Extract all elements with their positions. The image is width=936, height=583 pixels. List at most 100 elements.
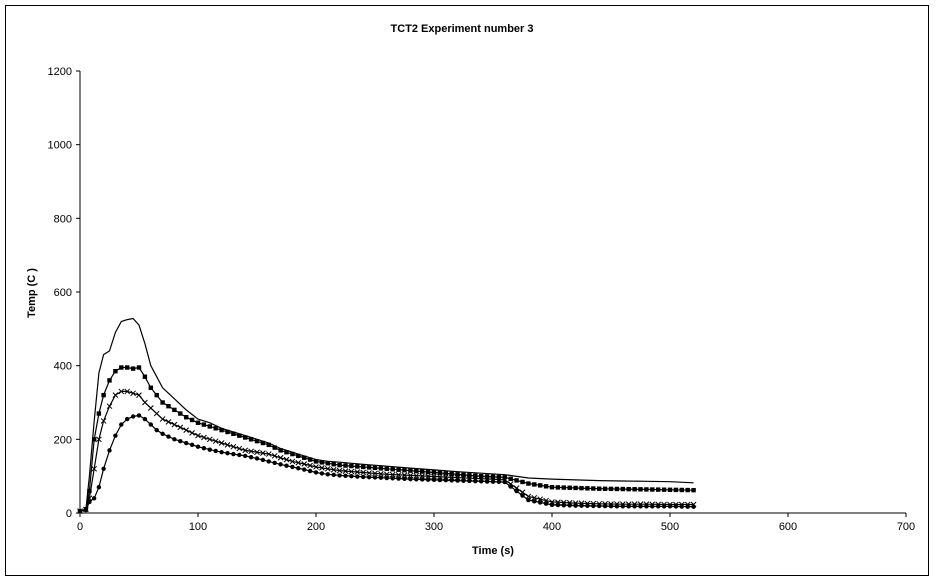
data-point xyxy=(555,485,561,490)
data-point xyxy=(443,478,448,483)
data-point xyxy=(396,467,401,472)
data-point xyxy=(171,421,178,428)
data-point xyxy=(378,466,384,471)
data-point xyxy=(83,507,89,513)
data-point xyxy=(608,486,614,492)
data-point xyxy=(290,464,295,470)
data-point xyxy=(212,438,219,445)
series-line xyxy=(79,317,694,512)
data-point xyxy=(632,504,637,509)
data-point xyxy=(526,497,531,503)
data-point xyxy=(543,501,549,506)
data-point xyxy=(296,466,301,471)
data-point xyxy=(644,504,649,509)
data-point xyxy=(96,436,102,443)
data-point xyxy=(591,503,596,509)
series-line xyxy=(79,390,694,512)
data-point xyxy=(77,508,83,514)
data-point xyxy=(526,481,531,486)
data-point xyxy=(679,504,684,509)
y-tick-label: 0 xyxy=(66,508,72,520)
data-point xyxy=(431,470,437,475)
data-point xyxy=(420,477,425,482)
data-point xyxy=(189,417,195,423)
data-point xyxy=(260,440,266,446)
data-point xyxy=(96,411,102,416)
data-point xyxy=(337,473,342,478)
data-point xyxy=(266,459,271,464)
data-point xyxy=(237,452,242,458)
data-point xyxy=(567,503,572,508)
data-point xyxy=(272,460,277,466)
data-point xyxy=(661,487,667,492)
data-point xyxy=(549,502,555,508)
data-point xyxy=(154,427,159,433)
data-point xyxy=(685,487,690,493)
data-point xyxy=(153,410,160,417)
data-point xyxy=(691,504,696,509)
data-point xyxy=(166,403,171,409)
data-point xyxy=(224,442,231,448)
data-point xyxy=(337,462,342,468)
data-point xyxy=(402,467,407,473)
data-point xyxy=(573,485,578,491)
data-point xyxy=(225,429,230,435)
data-point xyxy=(673,487,679,493)
x-axis-label: Time (s) xyxy=(472,545,514,557)
data-point xyxy=(378,471,384,477)
data-point xyxy=(473,478,478,484)
data-point xyxy=(284,463,289,468)
data-point xyxy=(620,486,625,492)
data-point xyxy=(531,494,538,501)
data-point xyxy=(142,416,148,422)
data-point xyxy=(260,457,266,463)
data-point xyxy=(401,472,408,479)
data-point xyxy=(301,461,308,467)
data-point xyxy=(130,366,136,371)
data-point xyxy=(490,474,496,479)
data-point xyxy=(242,447,249,454)
data-point xyxy=(296,453,301,459)
data-point xyxy=(237,433,242,438)
y-tick-label: 800 xyxy=(54,213,72,225)
data-point xyxy=(538,483,543,488)
data-point xyxy=(313,470,319,475)
x-tick-label: 200 xyxy=(307,521,325,533)
data-point xyxy=(420,469,425,474)
data-point xyxy=(248,437,254,442)
data-point xyxy=(248,448,254,455)
data-point xyxy=(87,499,92,505)
data-point xyxy=(91,465,98,472)
data-point xyxy=(579,503,584,508)
data-point xyxy=(479,479,484,484)
data-point xyxy=(172,407,177,413)
data-point xyxy=(336,467,343,474)
data-point xyxy=(148,385,153,390)
data-point xyxy=(597,503,602,509)
x-tick-label: 300 xyxy=(425,521,443,533)
data-point xyxy=(283,456,290,463)
x-tick-label: 700 xyxy=(897,521,915,533)
data-point xyxy=(425,473,431,480)
data-point xyxy=(207,447,212,452)
data-point xyxy=(325,472,330,477)
data-point xyxy=(543,484,549,489)
data-point xyxy=(467,473,472,478)
data-point xyxy=(638,504,643,509)
data-point xyxy=(272,445,277,450)
data-point xyxy=(419,473,426,479)
chart-title: TCT2 Experiment number 3 xyxy=(390,23,533,35)
data-point xyxy=(490,479,496,484)
data-point xyxy=(113,368,118,374)
data-point xyxy=(508,484,513,489)
data-point xyxy=(514,488,519,494)
data-point xyxy=(348,468,355,475)
data-point xyxy=(691,487,696,493)
data-point xyxy=(302,467,307,472)
data-point xyxy=(278,448,283,453)
data-point xyxy=(479,473,484,479)
x-tick-label: 0 xyxy=(77,521,83,533)
data-point xyxy=(136,365,142,370)
data-point xyxy=(390,476,395,481)
data-point xyxy=(549,485,555,490)
